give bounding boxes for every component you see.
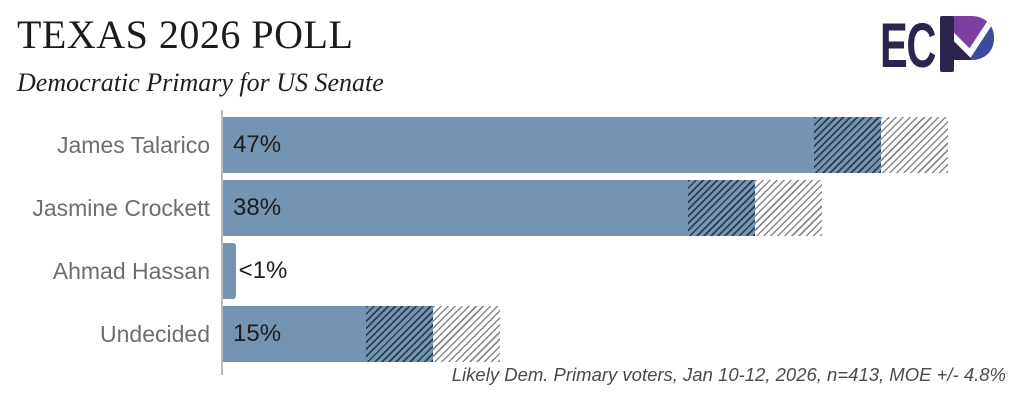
- bar-moe-outer: [433, 306, 501, 362]
- page-title: TEXAS 2026 POLL: [17, 12, 354, 57]
- bar-moe-inner: [813, 117, 881, 173]
- category-label: James Talarico: [57, 132, 210, 158]
- category-label: Ahmad Hassan: [52, 258, 210, 284]
- bar-solid: [223, 180, 688, 236]
- svg-text:EC: EC: [880, 15, 936, 73]
- bar-moe-inner: [687, 180, 755, 236]
- bar-value-label: 38%: [233, 194, 282, 221]
- bar-solid: [223, 117, 814, 173]
- bar-moe-outer: [881, 117, 949, 173]
- methodology-note: Likely Dem. Primary voters, Jan 10-12, 2…: [451, 364, 1006, 385]
- bar-value-label: <1%: [238, 257, 288, 284]
- bar-value-label: 15%: [233, 320, 282, 347]
- bar-value-label: 47%: [233, 131, 282, 158]
- bar-solid: [223, 306, 366, 362]
- category-label: Undecided: [100, 321, 210, 347]
- page-subtitle: Democratic Primary for US Senate: [17, 68, 384, 97]
- chart-axis-line: [221, 110, 223, 375]
- bar-solid: [223, 243, 236, 299]
- bar-moe-outer: [755, 180, 823, 236]
- bar-moe-inner: [365, 306, 433, 362]
- logo-ec-text: EC: [880, 15, 937, 73]
- logo-p-icon: [940, 16, 994, 72]
- category-label: Jasmine Crockett: [32, 195, 210, 221]
- ecp-logo: EC: [880, 15, 994, 73]
